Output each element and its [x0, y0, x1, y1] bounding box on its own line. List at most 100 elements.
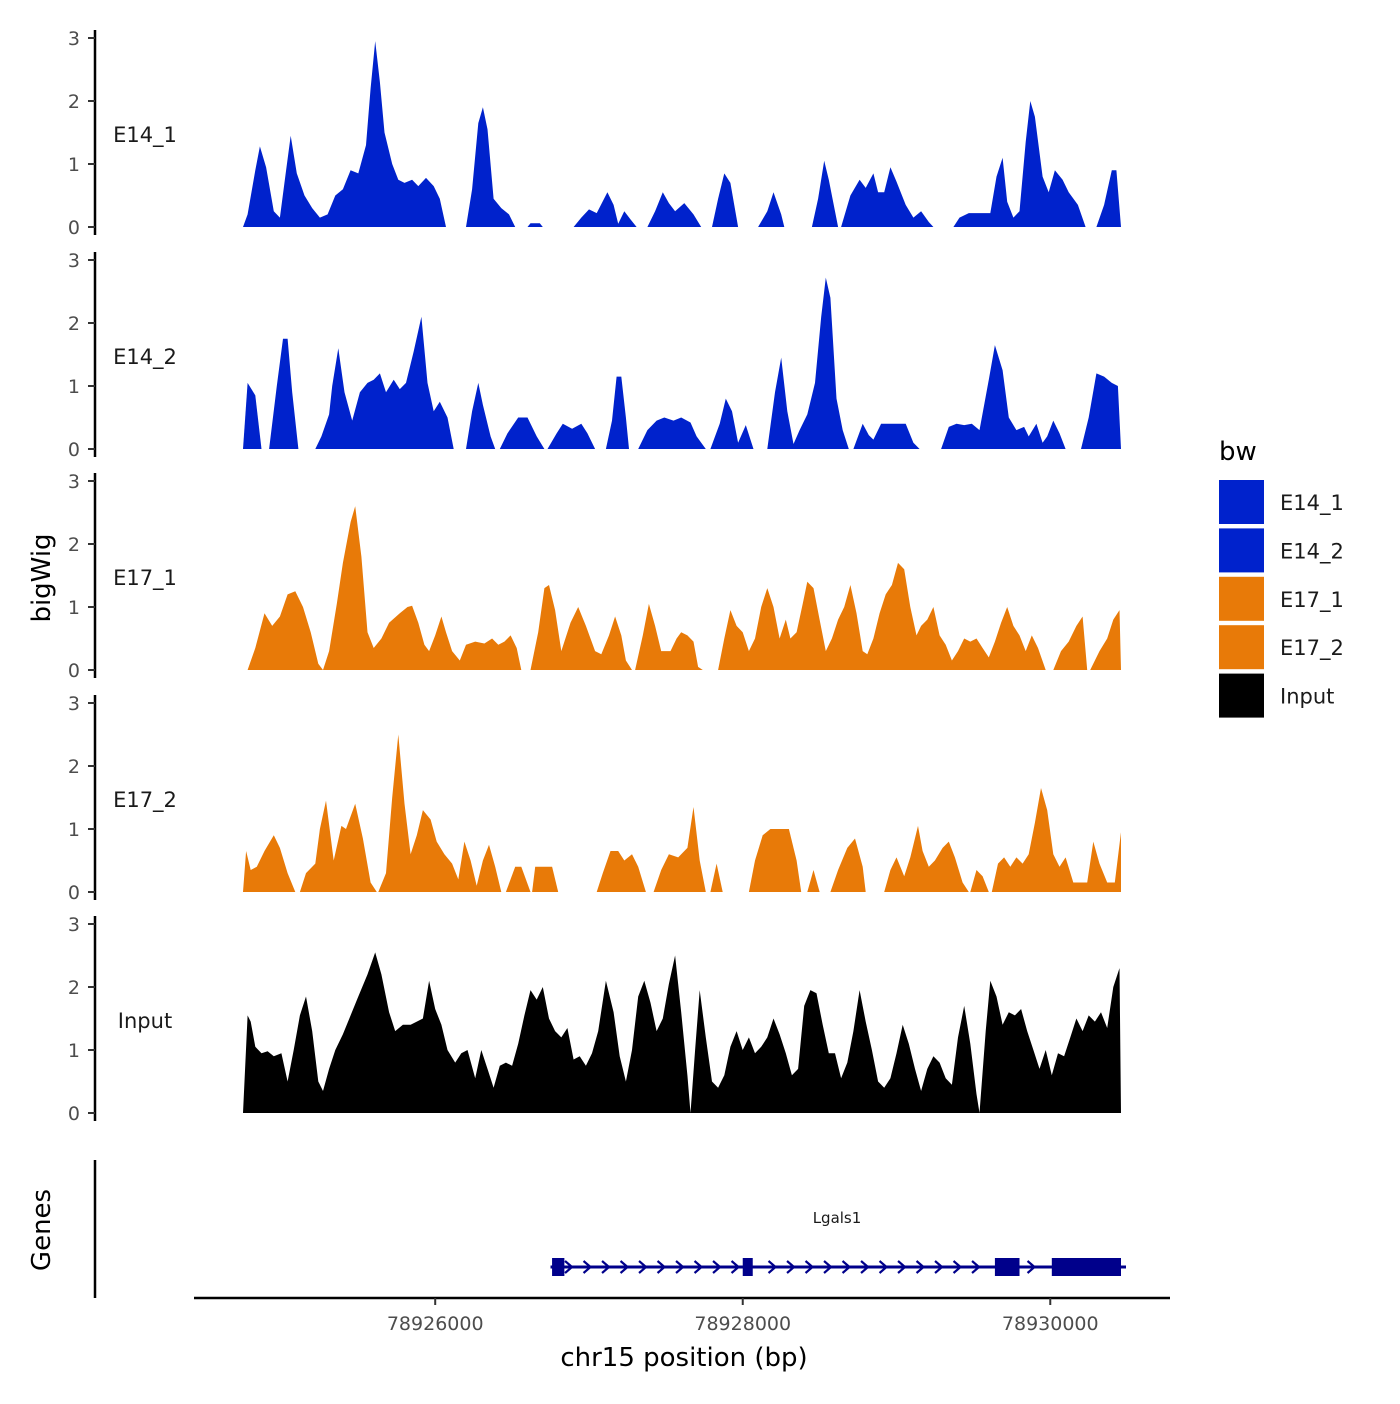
legend-swatch — [1219, 625, 1264, 670]
strand-arrow — [693, 1260, 704, 1274]
coverage-area — [505, 866, 531, 892]
coverage-area — [299, 800, 377, 892]
x-axis: 78926000 78928000 78930000 — [194, 1296, 1170, 1335]
strand-arrow — [582, 1260, 593, 1274]
strand-arrow — [934, 1260, 944, 1274]
track-label: E14_2 — [113, 345, 177, 370]
legend-item-e14_2: E14_2 — [1219, 528, 1344, 573]
coverage-area — [767, 277, 849, 449]
coverage-area — [718, 562, 1046, 670]
strand-arrow — [878, 1260, 889, 1274]
gene-exon — [994, 1258, 1020, 1276]
strand-arrow — [915, 1260, 926, 1274]
coverage-area — [710, 398, 754, 449]
coverage-area — [807, 870, 820, 892]
coverage-area — [748, 829, 802, 892]
coverage-area — [499, 417, 545, 449]
track-label: E17_2 — [113, 788, 177, 813]
coverage-area — [532, 866, 559, 892]
track-panel-e17_1: 0 1 2 3 E17_1 — [68, 471, 1121, 682]
track-panel-e17_2: 0 1 2 3 E17_2 — [68, 693, 1121, 904]
legend-label: Input — [1280, 685, 1334, 709]
legend-item-input: Input — [1219, 673, 1334, 718]
y-axis-title: bigWig — [27, 533, 57, 622]
coverage-area — [653, 807, 706, 892]
strand-arrow — [804, 1260, 815, 1274]
legend-item-e17_1: E17_1 — [1219, 576, 1344, 621]
legend-swatch — [1219, 673, 1264, 718]
legend-item-e14_1: E14_1 — [1219, 480, 1344, 524]
coverage-area — [530, 585, 632, 670]
strand-arrow — [638, 1260, 648, 1274]
coverage-area — [547, 423, 596, 449]
legend-swatch — [1219, 576, 1264, 621]
coverage-area — [466, 107, 516, 227]
coverage-area — [573, 192, 637, 227]
coverage-area — [243, 835, 296, 892]
y-tick-label: 3 — [68, 693, 80, 715]
y-tick-label: 2 — [68, 977, 80, 999]
y-tick-label: 2 — [68, 534, 80, 556]
strand-arrow — [675, 1260, 685, 1274]
coverage-area — [647, 192, 702, 227]
coverage-area — [991, 788, 1121, 892]
coverage-area — [758, 192, 785, 227]
legend-swatch — [1219, 480, 1264, 524]
y-tick-label: 2 — [68, 91, 80, 113]
legend-label: E14_1 — [1280, 491, 1344, 516]
strand-arrow — [730, 1260, 741, 1274]
y-tick-label: 2 — [68, 756, 80, 778]
gene-track: Lgals1 — [93, 1160, 1126, 1298]
coverage-area — [712, 173, 739, 227]
coverage-area — [269, 338, 299, 449]
strand-arrow — [841, 1260, 852, 1274]
gene-name-label: Lgals1 — [813, 1209, 862, 1227]
y-tick-label: 1 — [68, 1040, 80, 1062]
y-tick-label: 1 — [68, 597, 80, 619]
coverage-area — [1096, 170, 1121, 227]
strand-arrow — [767, 1260, 778, 1274]
strand-arrow — [1026, 1260, 1037, 1274]
y-tick-label: 0 — [68, 439, 80, 461]
coverage-area — [710, 863, 723, 892]
strand-arrow — [971, 1260, 981, 1274]
coverage-area — [247, 506, 522, 670]
strand-arrow — [952, 1260, 963, 1274]
coverage-area — [853, 423, 920, 449]
coverage-area — [953, 101, 1086, 227]
strand-arrow — [860, 1260, 870, 1274]
track-label: E14_1 — [113, 123, 177, 148]
y-tick-label: 0 — [68, 882, 80, 904]
coverage-area — [941, 345, 1066, 449]
y-tick-label: 3 — [68, 914, 80, 936]
coverage-area — [884, 825, 969, 892]
coverage-panels: 0 1 2 3 E14_1 0 1 2 3 E14_2 0 1 2 3 E17_1 0 1 2 3 E17_2 0 1 2 3… — [68, 28, 1121, 1125]
y-tick-label: 0 — [68, 1103, 80, 1125]
x-tick-label: 78926000 — [387, 1313, 484, 1335]
track-label: E17_1 — [113, 566, 177, 591]
y-tick-label: 0 — [68, 660, 80, 682]
track-label: Input — [118, 1009, 172, 1033]
y-tick-label: 3 — [68, 250, 80, 272]
coverage-area — [1053, 616, 1088, 670]
strand-arrow — [656, 1260, 667, 1274]
strand-arrow — [619, 1260, 630, 1274]
coverage-area — [638, 417, 706, 449]
gene-exon — [1051, 1258, 1121, 1276]
strand-arrow — [897, 1260, 907, 1274]
x-tick-label: 78928000 — [694, 1313, 791, 1335]
legend-swatch — [1219, 528, 1264, 573]
y-tick-label: 1 — [68, 154, 80, 176]
y-tick-label: 2 — [68, 313, 80, 335]
coverage-area — [811, 160, 839, 227]
y-tick-label: 0 — [68, 217, 80, 239]
coverage-area — [243, 41, 446, 227]
y-tick-label: 3 — [68, 28, 80, 50]
strand-arrow — [823, 1260, 833, 1274]
track-panel-input: 0 1 2 3 Input — [68, 914, 1121, 1125]
strand-arrow — [712, 1260, 722, 1274]
x-tick-label: 78930000 — [1002, 1313, 1099, 1335]
gene-exon — [552, 1258, 565, 1276]
coverage-area — [315, 316, 454, 449]
